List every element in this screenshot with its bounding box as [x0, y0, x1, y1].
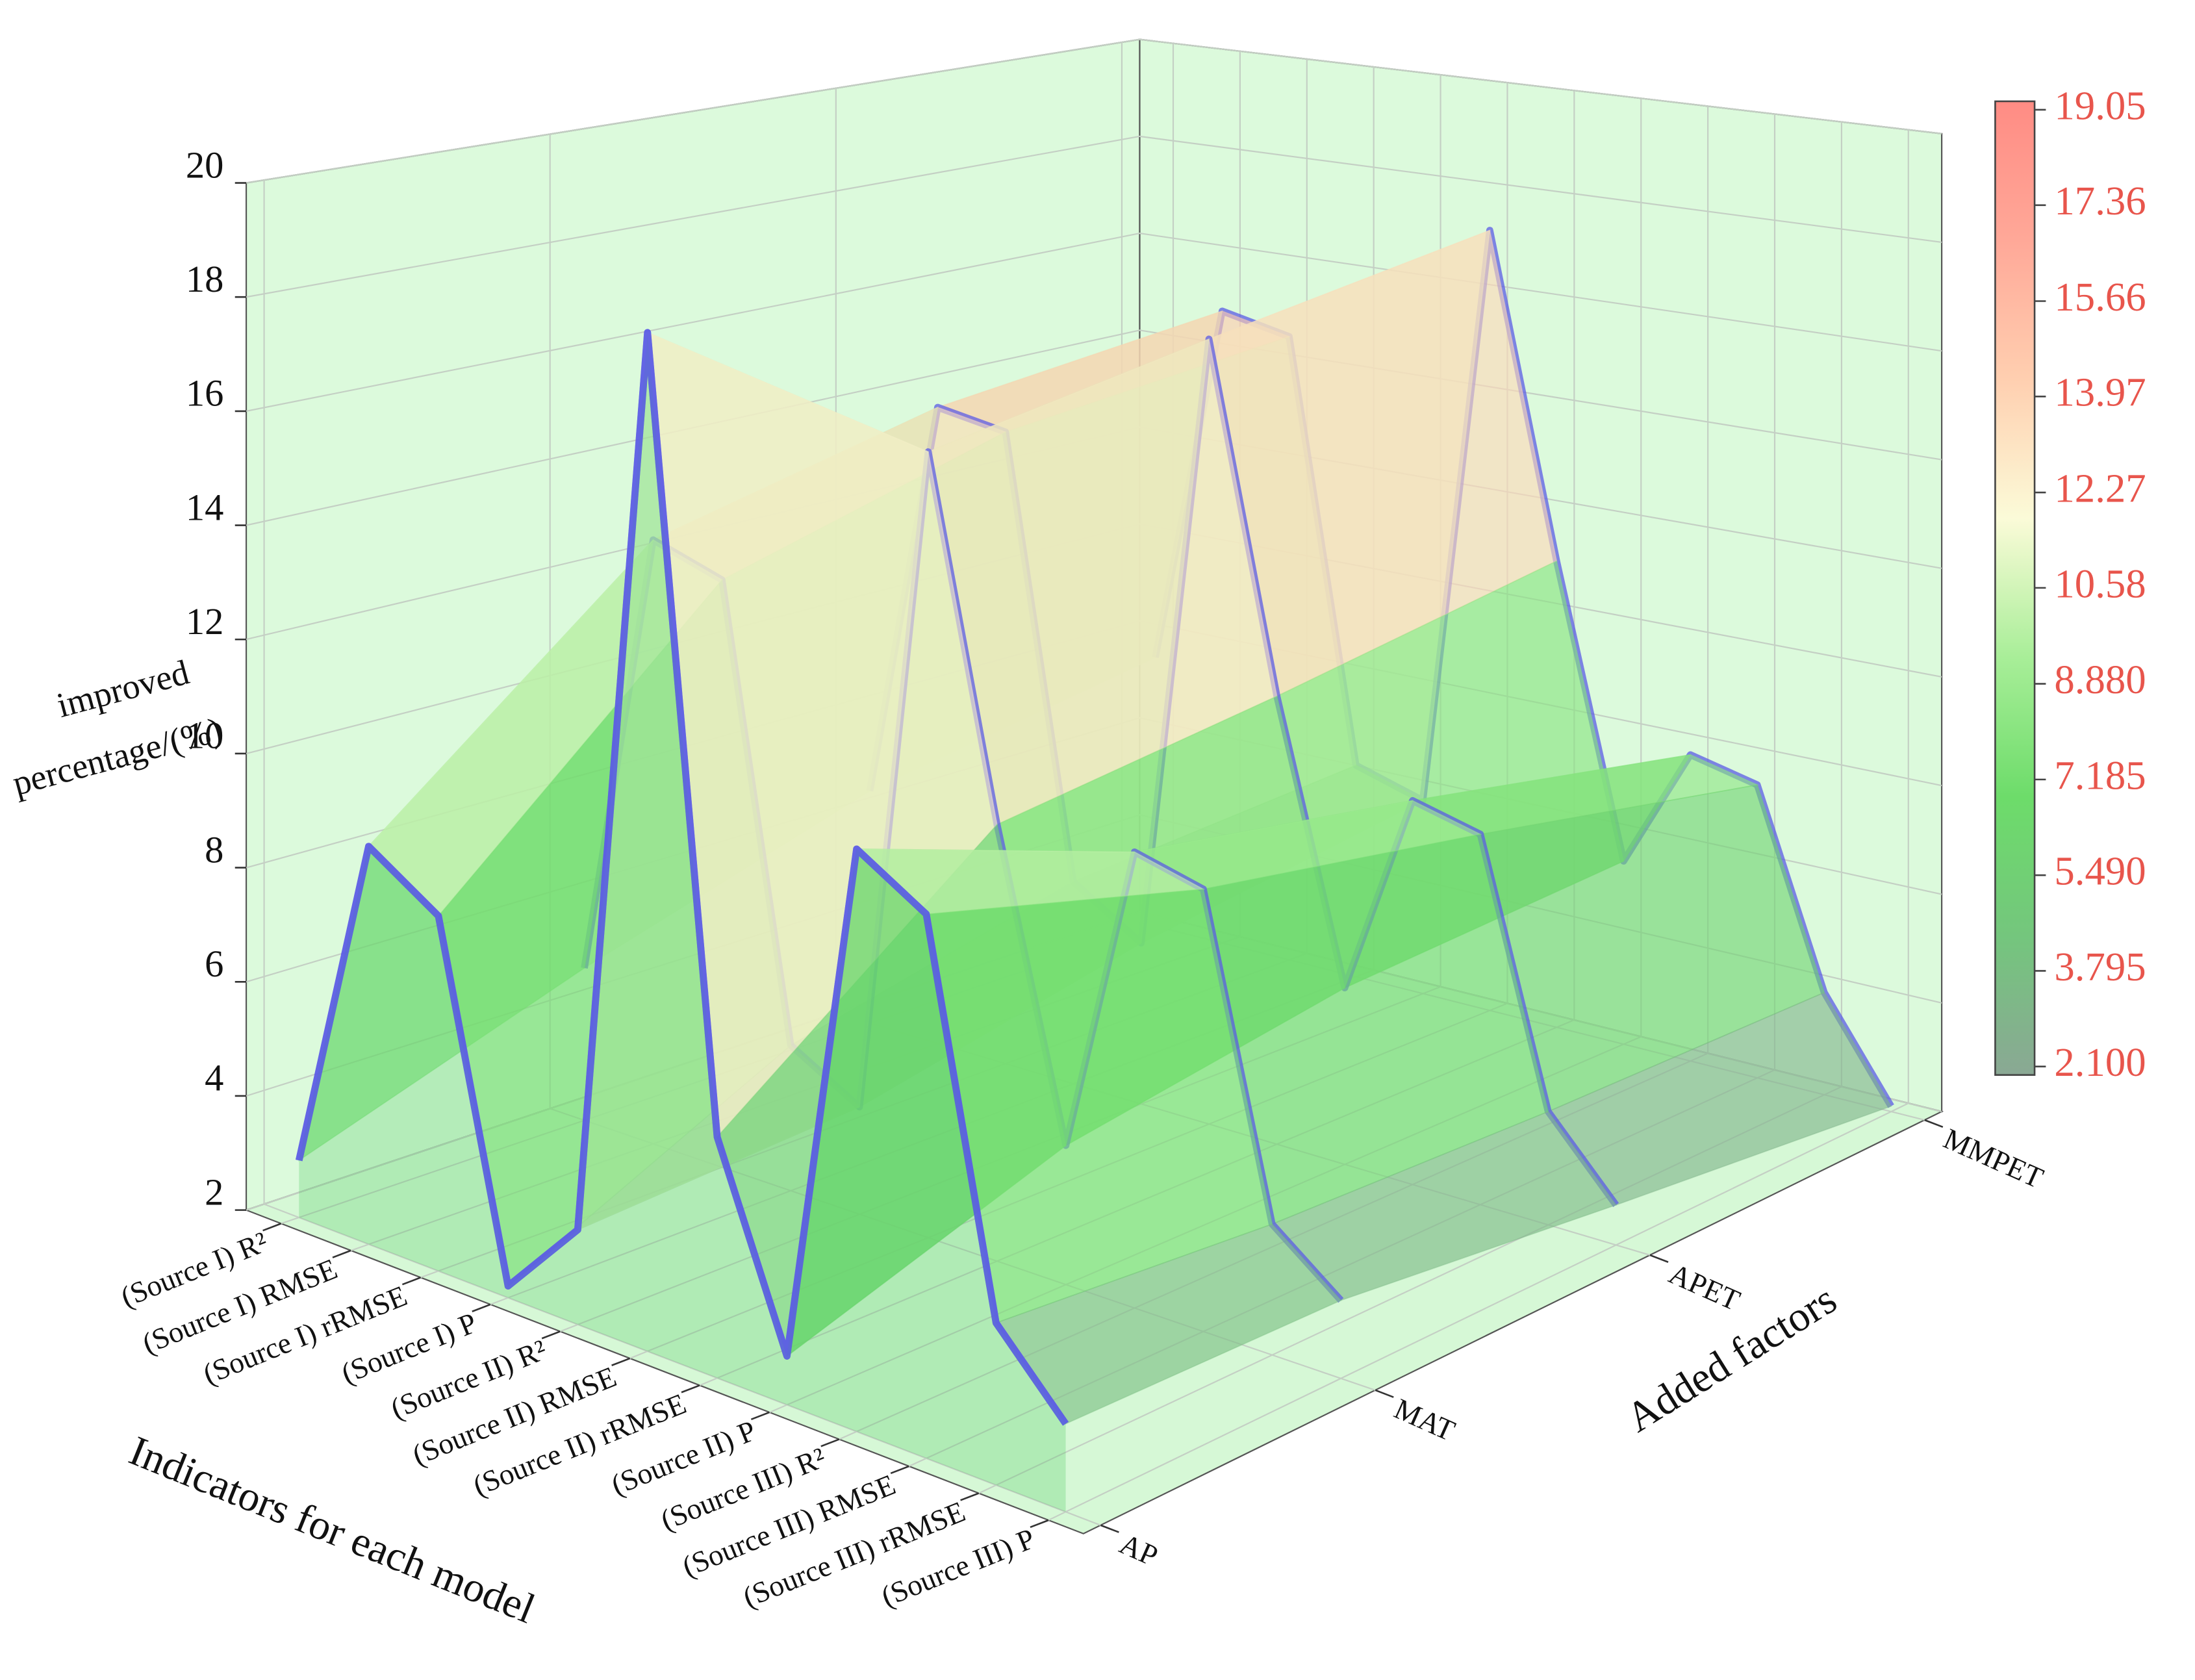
x-tick	[541, 1330, 561, 1340]
colorbar-tick-label: 19.05	[2054, 83, 2146, 128]
z-tick-label: 14	[186, 486, 223, 528]
series-line	[295, 329, 1069, 1426]
y-tick-label: AP	[1115, 1527, 1163, 1572]
y-tick-label: MAT	[1389, 1392, 1460, 1447]
grid-line-x	[1048, 129, 1909, 1521]
x-tick	[262, 1223, 282, 1232]
colorbar-tick-label: 10.58	[2054, 561, 2146, 606]
x-tick	[401, 1277, 422, 1286]
x-tick	[472, 1303, 491, 1312]
x-tick	[960, 1492, 980, 1501]
colorbar-tick-label: 13.97	[2054, 370, 2146, 415]
colorbar-tick-label: 8.880	[2054, 657, 2146, 702]
grid-line	[246, 329, 1942, 526]
z-tick-label: 8	[205, 828, 223, 871]
colorbar-tick-label: 7.185	[2054, 752, 2146, 798]
z-tick-label: 18	[186, 258, 223, 300]
z-tick-label: 16	[186, 372, 223, 414]
z-tick-label: 6	[205, 943, 223, 985]
x-axis-title: Indicators for each model	[123, 1427, 541, 1633]
z-tick-label: 10	[186, 715, 223, 757]
x-tick	[611, 1357, 631, 1366]
colorbar	[1994, 100, 2036, 1076]
colorbar-tick-label: 12.27	[2054, 465, 2146, 511]
grid-line	[246, 135, 1942, 298]
y-tick-label: MMPET	[1939, 1121, 2049, 1194]
z-tick-label: 4	[205, 1057, 223, 1099]
x-tick	[681, 1384, 700, 1394]
grid-line	[246, 38, 1942, 184]
colorbar-tick-label: 3.795	[2054, 944, 2146, 989]
y-tick	[1649, 1254, 1669, 1263]
y-tick	[1100, 1524, 1119, 1533]
y-tick-label: APET	[1664, 1256, 1745, 1317]
y-tick	[1375, 1389, 1394, 1398]
grid-line-y	[263, 180, 1101, 1526]
x-tick	[750, 1411, 770, 1420]
colorbar-tick-label: 17.36	[2054, 178, 2146, 223]
z-tick-label: 20	[186, 144, 223, 186]
colorbar-tick-label: 5.490	[2054, 848, 2146, 894]
z-axis-title: improved	[53, 652, 193, 725]
grid-line	[246, 232, 1942, 412]
x-tick	[332, 1249, 351, 1258]
z-tick-label: 2	[205, 1171, 223, 1213]
y-tick	[1924, 1119, 1944, 1128]
x-tick	[890, 1465, 909, 1475]
x-tick	[1030, 1519, 1049, 1529]
colorbar-tick-label: 2.100	[2054, 1039, 2146, 1085]
series-area	[299, 332, 1066, 1512]
x-tick	[820, 1438, 840, 1447]
z-tick-label: 12	[186, 600, 223, 643]
colorbar-tick-label: 15.66	[2054, 274, 2146, 320]
